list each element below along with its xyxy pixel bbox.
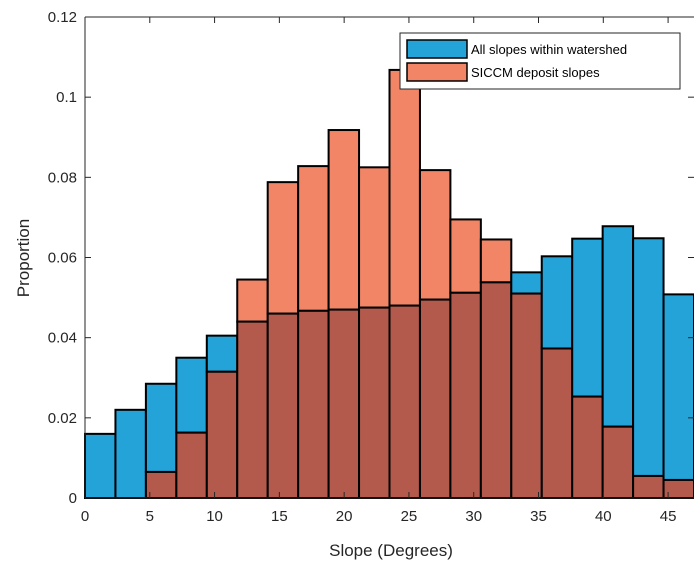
x-tick-label: 10 — [206, 508, 223, 525]
histogram-bar — [510, 271, 543, 295]
overlap-bar — [205, 370, 239, 499]
y-tick-label: 0.1 — [56, 89, 77, 106]
bars-layer — [84, 68, 694, 500]
overlap-bar — [540, 347, 574, 499]
histogram-bar — [388, 68, 421, 307]
overlap-bar — [358, 306, 391, 499]
histogram-bar — [571, 237, 604, 398]
x-tick-label: 0 — [81, 508, 89, 525]
y-tick-label: 0.12 — [48, 9, 77, 26]
x-tick-label: 20 — [336, 508, 353, 525]
x-tick-label: 25 — [401, 508, 418, 525]
overlap-bar — [297, 309, 330, 499]
x-tick-label: 45 — [660, 508, 677, 525]
y-tick-label: 0 — [69, 490, 77, 507]
x-axis-title: Slope (Degrees) — [329, 541, 453, 560]
y-axis-title: Proportion — [14, 219, 33, 297]
overlap-bar — [144, 470, 178, 499]
y-tick-label: 0.02 — [48, 410, 77, 427]
overlap-bar — [418, 298, 452, 499]
overlap-bar — [571, 395, 604, 500]
legend-swatch-siccm-deposits — [406, 62, 468, 82]
legend-label-all-slopes: All slopes within watershed — [471, 42, 627, 57]
histogram-bar — [479, 238, 513, 284]
legend: All slopes within watershed SICCM deposi… — [399, 32, 681, 90]
histogram-bar — [236, 278, 269, 323]
x-tick-label: 40 — [595, 508, 612, 525]
overlap-bar — [601, 425, 635, 500]
overlap-bar — [510, 292, 543, 500]
histogram-bar — [144, 382, 178, 473]
overlap-bar — [449, 291, 482, 500]
overlap-bar — [388, 304, 421, 499]
histogram-bar — [662, 293, 694, 481]
histogram-bar — [84, 432, 117, 499]
x-tick-label: 30 — [465, 508, 482, 525]
overlap-bar — [632, 474, 665, 499]
overlap-bar — [479, 281, 513, 499]
axes-layer: 0 0.02 0.04 0.06 0.08 0.1 0.12 0 5 10 15 20 25 30 35 40… — [48, 9, 694, 525]
histogram-bar — [540, 255, 574, 350]
x-tick-label: 5 — [146, 508, 154, 525]
histogram-bar — [266, 181, 300, 315]
histogram-bar — [297, 165, 330, 312]
histogram-bar — [205, 334, 239, 373]
histogram-bar — [601, 225, 635, 428]
histogram-bar — [418, 169, 452, 301]
histogram-bar — [632, 237, 665, 477]
overlap-bar — [327, 308, 361, 499]
overlap-bar — [266, 312, 300, 499]
legend-swatch-all-slopes — [406, 39, 468, 59]
histogram-bar — [175, 356, 208, 434]
histogram-bar — [114, 408, 147, 500]
y-tick-label: 0.06 — [48, 250, 77, 267]
overlap-bar — [236, 320, 269, 499]
y-tick-label: 0.04 — [48, 330, 77, 347]
x-tick-label: 35 — [530, 508, 547, 525]
overlap-bar — [175, 431, 208, 499]
legend-label-siccm-deposits: SICCM deposit slopes — [471, 65, 600, 80]
histogram-bar — [358, 166, 391, 309]
histogram-bar — [327, 129, 361, 311]
y-tick-label: 0.08 — [48, 169, 77, 186]
histogram-bar — [449, 218, 482, 294]
x-tick-label: 15 — [271, 508, 288, 525]
